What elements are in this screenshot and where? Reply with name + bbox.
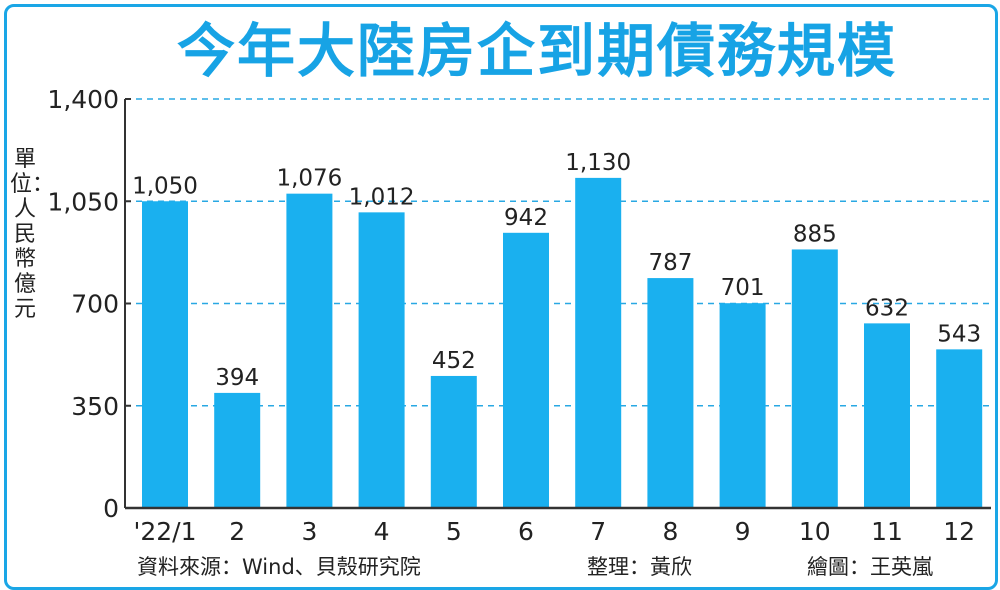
bar-value-label: 1,076 [276,166,342,192]
x-tick-label: 3 [301,517,317,546]
bar [791,249,838,509]
bar-value-label: 701 [721,275,765,301]
editor-credit: 整理：黃欣 [587,555,692,579]
bar-value-label: 1,130 [565,150,631,176]
y-axis-label: 單位：人民幣億元 [10,147,55,322]
bar [358,212,405,508]
x-tick-label: 2 [229,517,245,546]
x-tick-label: 4 [374,517,390,546]
bar-value-label: 942 [504,205,548,231]
bar [719,303,766,508]
x-tick-label: 7 [590,517,606,546]
bar-value-label: 632 [865,295,909,321]
bar [142,201,188,508]
bar-value-label: 787 [648,250,692,276]
bar-value-label: 1,050 [132,173,198,199]
bar [936,349,983,508]
bar-value-label: 543 [937,321,981,347]
x-tick-label: 6 [518,517,534,546]
x-tick-label: 11 [871,517,903,546]
x-tick-label: 10 [799,517,831,546]
x-tick-label: 5 [446,517,462,546]
bar [503,232,549,508]
bar [575,177,622,508]
y-tick-label: 1,400 [47,85,119,114]
x-tick-label: '22/1 [133,517,196,546]
bar [864,323,910,508]
x-tick-label: 12 [943,517,975,546]
x-tick-label: 9 [735,517,751,546]
bar [430,375,477,508]
bar [286,193,333,508]
illustrator-credit: 繪圖：王英嵐 [807,555,933,579]
source-note: 資料來源：Wind、貝殼研究院 [137,555,421,579]
bar-value-label: 394 [215,365,259,391]
y-tick-label: 350 [71,392,119,421]
bar-value-label: 1,012 [349,184,415,210]
bar-value-label: 885 [793,221,837,247]
bar [214,392,261,508]
bar-value-label: 452 [432,348,476,374]
bar [647,278,694,508]
chart-frame: 今年大陸房企到期債務規模 單位：人民幣億元 0 350 700 1,050 1,400 1… [4,4,998,590]
x-tick-label: 8 [662,517,678,546]
y-tick-label: 0 [103,494,119,523]
y-tick-label: 1,050 [47,187,119,216]
chart-title: 今年大陸房企到期債務規模 [177,17,898,85]
bar-chart: 0 350 700 1,050 1,400 1,050 '22/1 394 2 1,076 3 1,0… [47,85,991,546]
y-tick-label: 700 [71,290,119,319]
